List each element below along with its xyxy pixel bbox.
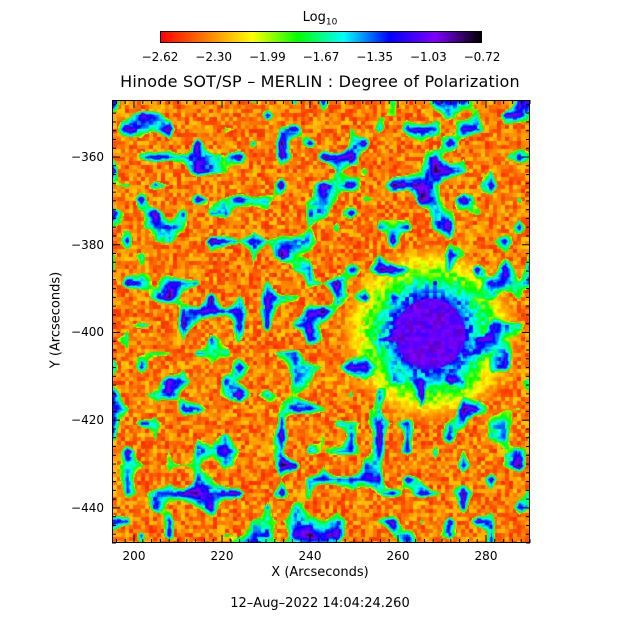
x-tick-label: 260 (386, 549, 410, 563)
timestamp: 12–Aug–2022 14:04:24.260 (230, 596, 410, 611)
colorbar (160, 31, 482, 43)
x-tick-label: 280 (474, 549, 498, 563)
colorbar-title: Log10 (302, 10, 338, 28)
y-axis-label: Y (Arcseconds) (48, 271, 64, 369)
colorbar-tick-label: −2.62 (141, 50, 179, 64)
plot-title: Hinode SOT/SP – MERLIN : Degree of Polar… (120, 72, 520, 91)
x-tick-label: 240 (298, 549, 322, 563)
polarization-heatmap (113, 101, 529, 542)
x-tick-label: 220 (210, 549, 234, 563)
colorbar-tick-label: −0.72 (463, 50, 501, 64)
colorbar-tick-label: −2.30 (195, 50, 233, 64)
colorbar-tick-label: −1.35 (356, 50, 394, 64)
y-tick-label: −420 (71, 413, 104, 428)
y-tick-label: −440 (71, 500, 104, 515)
colorbar-tick-label: −1.03 (409, 50, 447, 64)
y-tick-label: −360 (71, 150, 104, 165)
heatmap-plot-area (112, 100, 530, 543)
x-tick-label: 200 (122, 549, 146, 563)
y-tick-label: −400 (71, 325, 104, 340)
x-axis-label: X (Arcseconds) (271, 565, 369, 580)
colorbar-tick-label: −1.67 (302, 50, 340, 64)
y-tick-label: −380 (71, 237, 104, 252)
colorbar-tick-label: −1.99 (248, 50, 286, 64)
